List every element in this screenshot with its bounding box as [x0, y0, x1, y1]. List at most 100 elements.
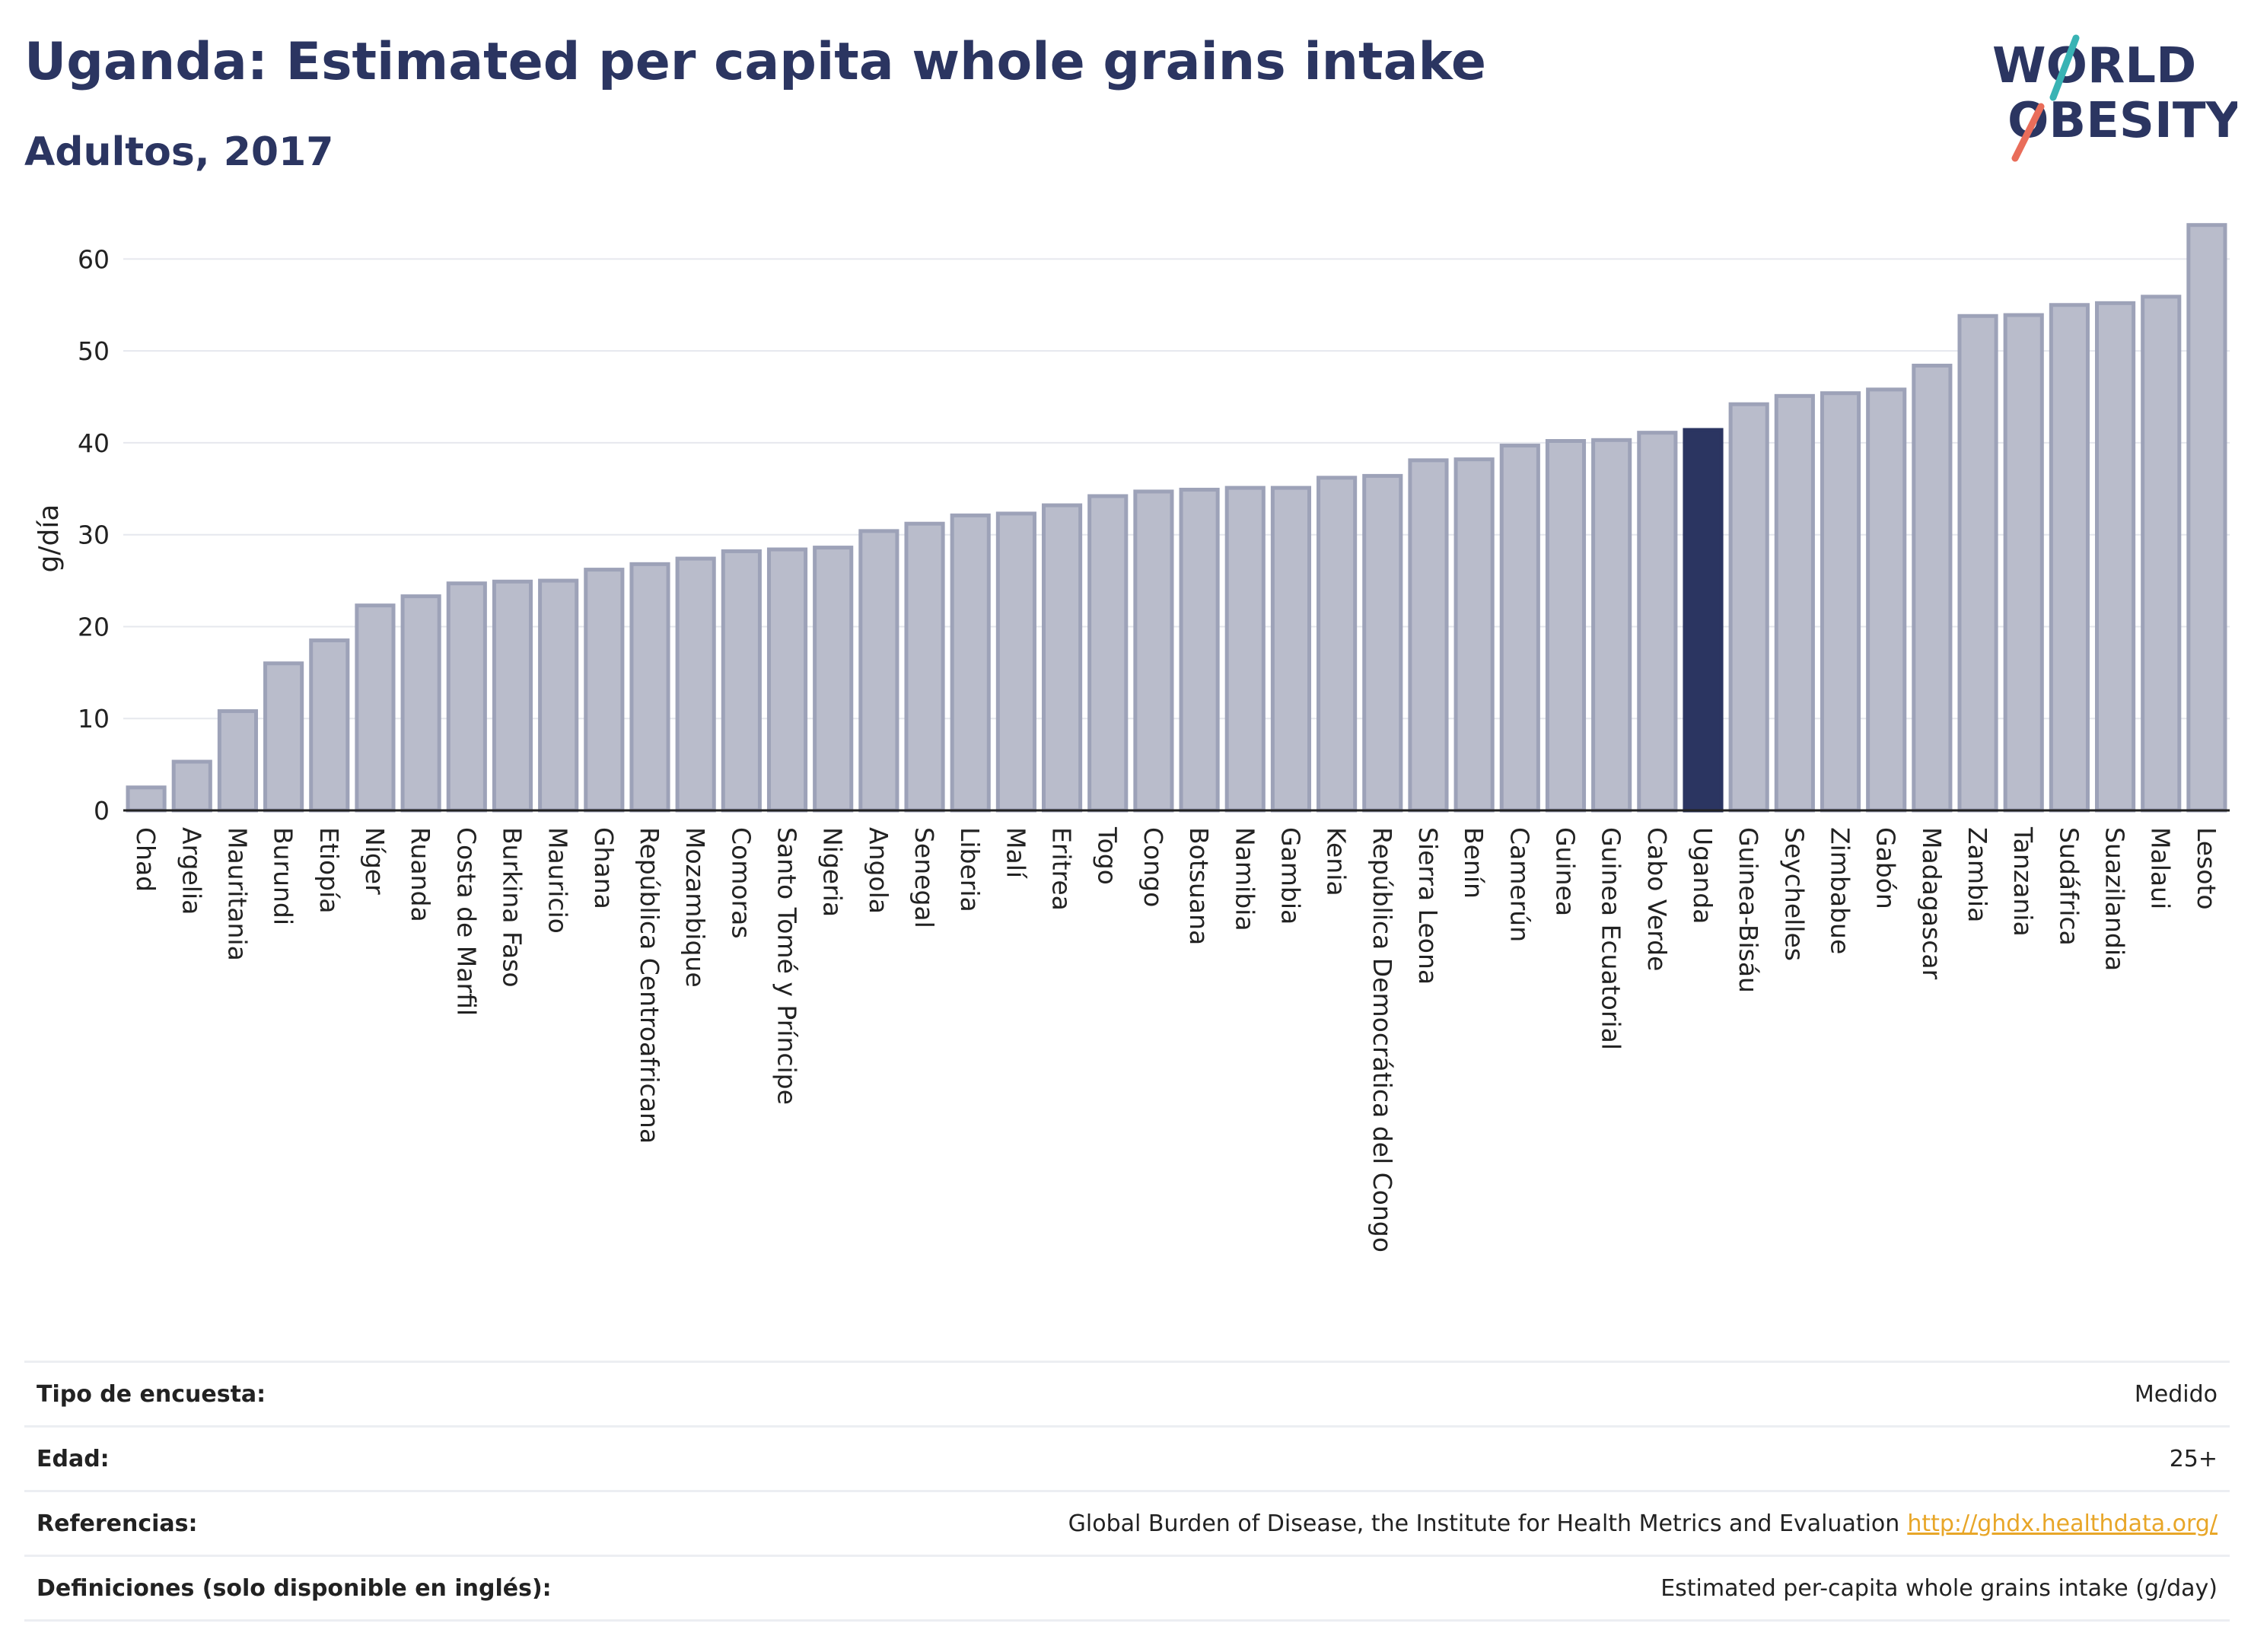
- x-tick-label: Nigeria: [818, 827, 848, 917]
- bar: [126, 785, 167, 813]
- y-tick-label: 60: [78, 244, 110, 274]
- bar: [2094, 301, 2136, 813]
- x-tick-label: Malí: [1001, 827, 1030, 880]
- y-tick-label: 40: [78, 428, 110, 458]
- bar: [1591, 438, 1632, 813]
- x-tick-label: Costa de Marfil: [451, 827, 481, 1016]
- x-tick-label: Guinea-Bisáu: [1734, 827, 1763, 993]
- x-tick-label: Ghana: [589, 827, 619, 909]
- references-link[interactable]: http://ghdx.healthdata.org/: [1907, 1510, 2218, 1537]
- x-tick-label: Tanzania: [2008, 826, 2038, 937]
- bar: [1957, 314, 1998, 813]
- logo-slash-teal: [2049, 34, 2080, 101]
- references-value: Global Burden of Disease, the Institute …: [1068, 1510, 2218, 1537]
- x-tick-label: Angola: [864, 827, 893, 914]
- definitions-value: Estimated per-capita whole grains intake…: [1660, 1574, 2218, 1602]
- x-tick-label: Seychelles: [1779, 827, 1809, 961]
- bar-chart: 0 10 20 30 40 50 60 Chad Argelia Mauritania Burun…: [33, 223, 2230, 1253]
- info-table: Tipo de encuesta: Medido Edad: 25+ Refer…: [24, 1361, 2230, 1622]
- bar: [2141, 294, 2182, 813]
- logo-line-obesity: OBESITY: [2007, 93, 2237, 149]
- y-tick-label: 0: [94, 796, 110, 826]
- x-tick-label: Sudáfrica: [2054, 827, 2084, 946]
- logo-line-world: WORLD: [1992, 38, 2196, 94]
- bar: [400, 594, 441, 813]
- x-tick-label: Níger: [360, 827, 390, 895]
- x-tick-label: Comoras: [726, 827, 756, 939]
- bar: [2003, 313, 2044, 813]
- bar: [858, 529, 899, 813]
- x-tick-label: Ruanda: [406, 827, 435, 922]
- x-tick-label: Mauricio: [543, 827, 573, 934]
- x-tick-label: Santo Tomé y Príncipe: [772, 827, 802, 1105]
- bar: [904, 521, 945, 813]
- x-tick-label: Argelia: [177, 827, 206, 915]
- x-tick-label: Togo: [1093, 826, 1122, 885]
- bar: [263, 661, 304, 813]
- bar: [675, 556, 716, 813]
- world-obesity-logo: WORLD OBESITY: [1992, 34, 2237, 162]
- x-tick-label: Uganda: [1688, 827, 1718, 924]
- bar: [950, 513, 991, 813]
- x-tick-label: Zambia: [1963, 827, 1992, 922]
- x-tick-label: Senegal: [909, 827, 939, 928]
- x-tick-label: Camerún: [1504, 827, 1534, 942]
- x-axis-labels: Chad Argelia Mauritania Burundi Etiopía Níger…: [131, 826, 2221, 1253]
- bar: [1545, 439, 1587, 813]
- age-label: Edad:: [37, 1445, 110, 1472]
- info-row-references: Referencias: Global Burden of Disease, t…: [24, 1490, 2230, 1555]
- x-tick-label: Guinea Ecuatorial: [1597, 827, 1626, 1050]
- x-tick-label: Congo: [1138, 827, 1168, 907]
- bar: [1912, 363, 1953, 813]
- x-tick-label: Zimbabue: [1826, 827, 1855, 954]
- bar: [1179, 488, 1220, 813]
- bar: [1820, 391, 1861, 813]
- x-tick-label: Sierra Leona: [1413, 827, 1443, 985]
- bar: [1041, 503, 1083, 813]
- y-tick-label: 30: [78, 520, 110, 550]
- x-tick-label: República Democrática del Congo: [1367, 827, 1397, 1253]
- bar: [1408, 458, 1449, 813]
- x-tick-label: Liberia: [955, 827, 985, 912]
- bar: [2049, 303, 2090, 813]
- x-tick-label: Burkina Faso: [497, 827, 527, 988]
- x-tick-label: Suazilandia: [2100, 827, 2130, 971]
- bar: [766, 547, 808, 813]
- x-tick-label: Gambia: [1275, 827, 1305, 925]
- x-tick-label: Madagascar: [1917, 827, 1947, 980]
- y-tick-label: 50: [78, 336, 110, 366]
- references-text: Global Burden of Disease, the Institute …: [1068, 1510, 1900, 1537]
- chart-title: Uganda: Estimated per capita whole grain…: [24, 32, 1486, 92]
- x-tick-label: Chad: [131, 827, 161, 892]
- x-tick-label: Kenia: [1322, 827, 1352, 896]
- x-tick-label: Mozambique: [680, 827, 710, 988]
- bar: [1133, 489, 1174, 813]
- x-tick-label: Cabo Verde: [1642, 827, 1672, 971]
- x-tick-label: Gabón: [1871, 827, 1901, 909]
- x-tick-label: Botsuana: [1184, 827, 1214, 945]
- bar: [1270, 485, 1312, 813]
- chart-subtitle: Adultos, 2017: [24, 129, 334, 175]
- bar: [1637, 431, 1678, 813]
- bar: [1453, 457, 1495, 813]
- y-tick-label: 10: [78, 704, 110, 734]
- bar: [1224, 485, 1266, 813]
- definitions-label: Definiciones (solo disponible en inglés)…: [37, 1574, 552, 1602]
- info-row-age: Edad: 25+: [24, 1425, 2230, 1490]
- bar: [1499, 444, 1540, 813]
- info-row-survey: Tipo de encuesta: Medido: [24, 1361, 2230, 1425]
- bar: [721, 549, 762, 813]
- x-tick-label: Burundi: [269, 827, 298, 925]
- bar: [446, 581, 487, 813]
- bar: [217, 709, 259, 813]
- bar: [1362, 473, 1403, 813]
- y-tick-label: 20: [78, 612, 110, 641]
- bar: [584, 568, 625, 813]
- bar-highlighted: [1683, 428, 1724, 813]
- bars: [126, 223, 2227, 813]
- x-tick-label: Guinea: [1550, 827, 1580, 916]
- x-tick-label: Namibia: [1230, 827, 1259, 931]
- y-axis-ticks: 0 10 20 30 40 50 60: [78, 244, 110, 826]
- x-tick-label: Etiopía: [314, 827, 344, 914]
- x-tick-label: Eritrea: [1047, 827, 1077, 911]
